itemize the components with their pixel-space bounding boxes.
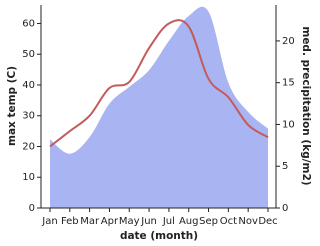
y-tick-label: 0 xyxy=(29,203,35,214)
y-tick-label: 50 xyxy=(22,49,35,60)
y2-axis-label: med. precipitation (kg/m2) xyxy=(300,26,312,185)
x-tick-label: Feb xyxy=(61,216,79,227)
y-tick-label: 30 xyxy=(22,111,35,122)
line xyxy=(49,19,269,148)
x-axis-label: date (month) xyxy=(120,230,198,242)
y2-tick-label: 0 xyxy=(282,203,288,214)
y2-tick-label: 5 xyxy=(282,161,288,172)
y2-tick-label: 10 xyxy=(282,119,295,130)
y-tick-label: 10 xyxy=(22,172,35,183)
area xyxy=(50,6,268,209)
x-tick-label: Jun xyxy=(140,216,157,227)
x-tick-label: Mar xyxy=(80,216,100,227)
x-tick-label: Apr xyxy=(101,216,119,227)
y-axis-label: max temp (C) xyxy=(6,66,18,146)
x-tick-label: Aug xyxy=(179,216,199,227)
x-tick-label: Oct xyxy=(220,216,237,227)
x-tick-label: Jan xyxy=(41,216,57,227)
y-tick-label: 60 xyxy=(22,18,35,29)
x-tick-label: Jul xyxy=(162,216,175,227)
x-tick-label: May xyxy=(119,216,140,227)
y-tick-label: 20 xyxy=(22,141,35,152)
y2-tick-label: 15 xyxy=(282,78,295,89)
x-tick-label: Dec xyxy=(258,216,277,227)
y-tick-label: 40 xyxy=(22,80,35,91)
x-tick-label: Nov xyxy=(238,216,258,227)
y2-tick-label: 20 xyxy=(282,36,295,47)
x-tick-label: Sep xyxy=(199,216,218,227)
